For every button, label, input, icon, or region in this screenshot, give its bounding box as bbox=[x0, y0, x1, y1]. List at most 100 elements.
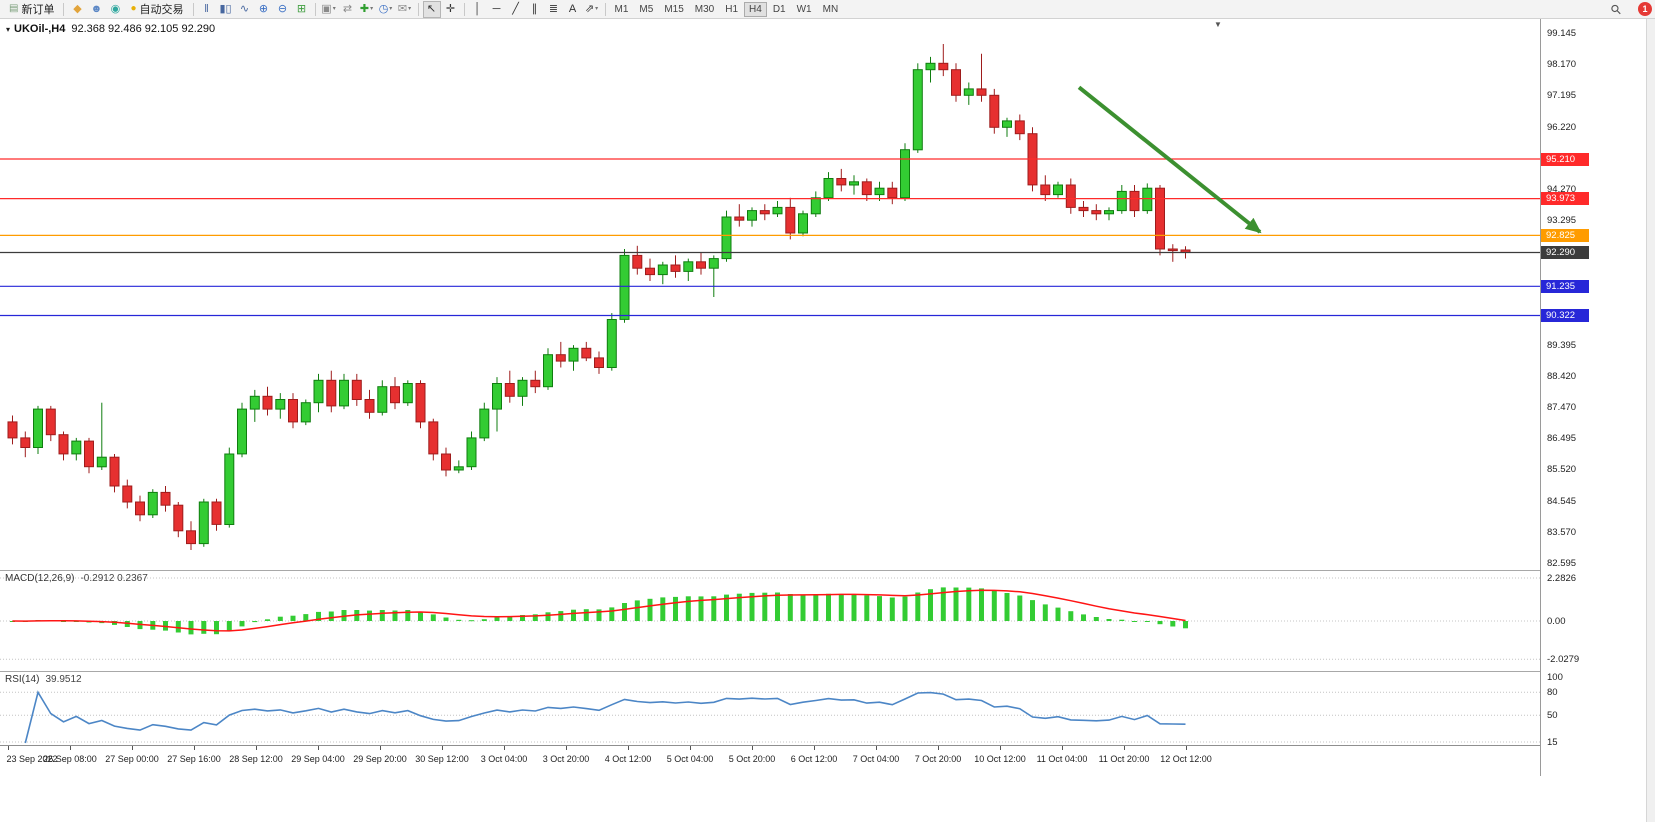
channel-icon[interactable]: ∥ bbox=[531, 2, 538, 15]
notification-badge[interactable]: 1 bbox=[1638, 2, 1652, 16]
rsi-label: RSI(14) 39.9512 bbox=[5, 674, 82, 685]
chart-shift-marker-icon[interactable]: ▼ bbox=[1214, 20, 1222, 29]
bar-chart-icon[interactable]: ‖ bbox=[204, 2, 209, 15]
toolbar-separator bbox=[314, 2, 316, 16]
chart-shift-icon[interactable]: ⇄ bbox=[342, 2, 353, 15]
timeframe-button-h4[interactable]: H4 bbox=[744, 1, 767, 17]
new-order-button-icon: ▤ bbox=[9, 3, 19, 14]
timeframe-button-m5[interactable]: M5 bbox=[639, 3, 654, 15]
trendline-icon[interactable]: ╱ bbox=[512, 2, 519, 15]
community-icon[interactable]: ◉ bbox=[110, 2, 121, 15]
chevron-down-icon: ▾ bbox=[408, 6, 412, 12]
rsi-value: 39.9512 bbox=[45, 674, 82, 685]
alerts-icon[interactable]: ◆ bbox=[73, 2, 82, 15]
price-axis-label: 93.295 bbox=[1547, 215, 1577, 226]
text-label-icon[interactable]: A bbox=[568, 2, 577, 15]
time-axis-label: 11 Oct 04:00 bbox=[1036, 754, 1088, 764]
cascade-windows-icon[interactable]: ▣ ▾ bbox=[321, 2, 336, 15]
panel-separator[interactable] bbox=[0, 671, 1646, 672]
toolbar-separator bbox=[417, 2, 419, 16]
auto-trading-button[interactable]: ● 自动交易 bbox=[125, 1, 188, 18]
price-axis-label: 99.145 bbox=[1547, 28, 1577, 39]
chevron-down-icon: ▾ bbox=[332, 6, 336, 12]
chart-ohlc-values: 92.368 92.486 92.105 92.290 bbox=[71, 23, 216, 35]
chart-title: ▾ UKOil-,H4 92.368 92.486 92.105 92.290 bbox=[6, 23, 215, 35]
macd-axis-label: 0.00 bbox=[1547, 616, 1566, 627]
timeframe-button-m30[interactable]: M30 bbox=[694, 3, 715, 15]
time-axis-tick bbox=[1062, 746, 1063, 750]
timeframe-button-d1[interactable]: D1 bbox=[772, 3, 786, 15]
time-axis-tick bbox=[504, 746, 505, 750]
price-axis-label: 94.270 bbox=[1547, 184, 1577, 195]
price-level-badge: 92.290 bbox=[1541, 246, 1589, 259]
timeframe-button-w1[interactable]: W1 bbox=[796, 3, 812, 15]
chart-symbol-period: UKOil-,H4 bbox=[14, 23, 66, 35]
cursor-icon[interactable]: ↖ bbox=[422, 0, 441, 18]
time-axis-tick bbox=[1186, 746, 1187, 750]
indicators-icon[interactable]: ✚ ▾ bbox=[359, 2, 374, 15]
price-level-badge: 93.973 bbox=[1541, 192, 1589, 205]
arrows-tool-icon[interactable]: ⇗ ▾ bbox=[584, 2, 599, 15]
macd-values: -0.2912 0.2367 bbox=[80, 573, 148, 584]
symbol-dropdown-icon[interactable]: ▾ bbox=[6, 25, 11, 34]
search-icon[interactable]: ⚲ bbox=[1607, 0, 1625, 18]
time-axis-label: 11 Oct 20:00 bbox=[1098, 754, 1150, 764]
timeframe-button-m15[interactable]: M15 bbox=[664, 3, 684, 15]
timeframe-button-m1[interactable]: M1 bbox=[614, 3, 629, 15]
toolbar-separator bbox=[604, 2, 606, 16]
vertical-line-icon[interactable]: │ bbox=[474, 2, 481, 15]
time-axis-tick bbox=[256, 746, 257, 750]
crosshair-icon[interactable]: ✛ bbox=[445, 2, 456, 15]
time-axis-label: 29 Sep 04:00 bbox=[291, 754, 345, 764]
panel-separator[interactable] bbox=[0, 570, 1646, 571]
time-axis-tick bbox=[132, 746, 133, 750]
rsi-name: RSI(14) bbox=[5, 674, 40, 685]
templates-icon[interactable]: ✉ ▾ bbox=[397, 2, 412, 15]
vertical-scrollbar[interactable] bbox=[1646, 0, 1655, 822]
zoom-out-icon[interactable]: ⊖ bbox=[277, 2, 288, 15]
price-axis-label: 89.395 bbox=[1547, 340, 1577, 351]
fibonacci-icon[interactable]: ≣ bbox=[548, 2, 559, 15]
macd-label: MACD(12,26,9) -0.2912 0.2367 bbox=[5, 573, 148, 584]
tile-windows-icon[interactable]: ⊞ bbox=[296, 2, 307, 15]
line-chart-icon[interactable]: ∿ bbox=[239, 2, 250, 15]
time-axis-label: 5 Oct 04:00 bbox=[666, 754, 714, 764]
time-axis[interactable]: 23 Sep 2022 26 Sep 08:00 27 Sep 00:00 27 Se… bbox=[0, 745, 1540, 775]
toolbar-separator bbox=[63, 2, 65, 16]
timeframe-button-mn[interactable]: MN bbox=[822, 3, 839, 15]
chevron-down-icon: ▾ bbox=[389, 6, 393, 12]
candlestick-chart-icon[interactable]: ▮▯ bbox=[219, 2, 232, 15]
periods-icon[interactable]: ◷ ▾ bbox=[378, 2, 393, 15]
price-axis-label: 87.470 bbox=[1547, 402, 1577, 413]
macd-axis-label: -2.0279 bbox=[1547, 654, 1580, 665]
accounts-icon[interactable]: ☻ bbox=[90, 2, 103, 15]
new-order-button[interactable]: ▤ 新订单 bbox=[4, 1, 59, 18]
time-axis-label: 6 Oct 12:00 bbox=[790, 754, 838, 764]
toolbar-separator bbox=[192, 2, 194, 16]
zoom-in-icon[interactable]: ⊕ bbox=[258, 2, 269, 15]
time-axis-tick bbox=[938, 746, 939, 750]
auto-trading-button-icon: ● bbox=[130, 3, 137, 14]
time-axis-tick bbox=[1000, 746, 1001, 750]
time-axis-label: 5 Oct 20:00 bbox=[728, 754, 776, 764]
toolbar-items: ▤ 新订单 ◆ ☻ ◉ ● 自动交易 ‖ ▮▯ ∿ ⊕ ⊖ ⊞ ▣ ▾ ⇄ ✚ ▾ ◷ ▾ ✉ ▾ ↖ ✛ │ ─ ╱ ∥ ≣ A ⇗ ▾ M1… bbox=[4, 0, 843, 18]
time-axis-tick bbox=[70, 746, 71, 750]
timeframe-button-h1[interactable]: H1 bbox=[725, 3, 739, 15]
price-level-badge: 90.322 bbox=[1541, 309, 1589, 322]
rsi-panel[interactable] bbox=[0, 672, 1540, 745]
chevron-down-icon: ▾ bbox=[370, 6, 374, 12]
time-axis-tick bbox=[442, 746, 443, 750]
price-axis-label: 96.220 bbox=[1547, 122, 1577, 133]
time-axis-label: 23 Sep 2022 bbox=[6, 754, 58, 764]
macd-axis-label: 2.2826 bbox=[1547, 573, 1577, 584]
candlestick-chart[interactable] bbox=[0, 19, 1540, 570]
price-axis[interactable]: 99.145 98.170 97.195 96.220 94.270 93.295 89.3… bbox=[1540, 19, 1646, 776]
price-axis-label: 97.195 bbox=[1547, 90, 1577, 101]
price-axis-label: 88.420 bbox=[1547, 371, 1577, 382]
macd-panel[interactable] bbox=[0, 571, 1540, 671]
horizontal-line-icon[interactable]: ─ bbox=[492, 2, 501, 15]
chevron-down-icon: ▾ bbox=[595, 6, 599, 12]
time-axis-tick bbox=[318, 746, 319, 750]
time-axis-tick bbox=[690, 746, 691, 750]
time-axis-tick bbox=[380, 746, 381, 750]
